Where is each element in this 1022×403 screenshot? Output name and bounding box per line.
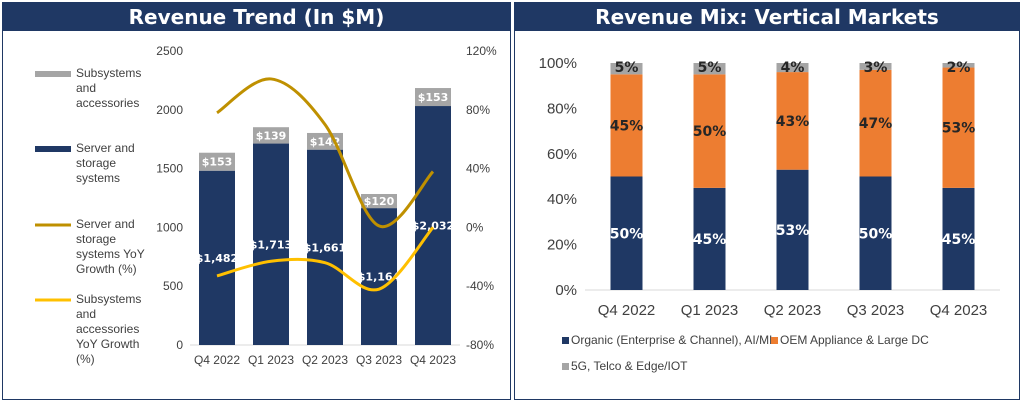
oem-pct-label: 47% <box>859 116 893 132</box>
mix-x-axis-tick-label: Q1 2023 <box>681 302 739 319</box>
legend-subsystems-yoy-label: Subsystems and accessories YoY Growth (%) <box>76 292 141 366</box>
subsystems-bar <box>253 127 289 144</box>
mix-y-axis-tick-label: 60% <box>547 146 577 163</box>
oem-segment <box>693 74 726 188</box>
subsystems-bar <box>415 88 451 107</box>
oem-segment <box>942 67 975 188</box>
organic-pct-label: 50% <box>610 226 644 242</box>
mix-y-axis-tick-label: 0% <box>555 282 577 299</box>
subsystems-value-label: $139 <box>256 129 287 142</box>
organic-pct-label: 50% <box>859 226 893 242</box>
revenue-mix-panel: Revenue Mix: Vertical Markets <box>514 2 1020 400</box>
y-axis-tick-label: 2000 <box>156 103 183 117</box>
y-axis-tick-label: 2500 <box>156 44 183 58</box>
subsystems-yoy-line <box>216 226 435 292</box>
y-axis-tick-label: 0 <box>176 338 183 352</box>
server-storage-bar <box>199 170 235 345</box>
y-axis-tick-label: 500 <box>163 279 183 293</box>
server-storage-bar <box>307 149 343 345</box>
organic-segment <box>776 169 809 290</box>
mix-x-axis-tick-label: Q2 2023 <box>764 302 822 319</box>
organic-pct-label: 53% <box>776 223 810 239</box>
y2-axis-tick-label: 120% <box>466 44 497 58</box>
server-storage-yoy-line <box>216 77 435 229</box>
telco-segment <box>610 63 643 75</box>
oem-pct-label: 53% <box>942 121 976 137</box>
subsystems-value-label: $153 <box>202 156 233 169</box>
y2-axis-tick-label: -40% <box>466 279 494 293</box>
legend-oem-label: OEM Appliance & Large DC <box>780 333 929 347</box>
oem-pct-label: 43% <box>776 114 810 130</box>
y-axis-tick-label: 1500 <box>156 162 183 176</box>
subsystems-value-label: $120 <box>364 195 395 208</box>
y2-axis-tick-label: 0% <box>466 220 484 234</box>
telco-pct-label: 5% <box>615 60 639 76</box>
organic-segment <box>942 187 975 290</box>
x-axis-tick-label: Q4 2022 <box>194 353 240 367</box>
oem-pct-label: 45% <box>610 118 644 134</box>
mix-x-axis-tick-label: Q4 2023 <box>930 302 988 319</box>
telco-pct-label: 5% <box>698 60 722 76</box>
mix-y-axis-tick-label: 80% <box>547 100 577 117</box>
y2-axis-tick-label: -80% <box>466 338 494 352</box>
legend-server-yoy-label: Server and storage systems YoY Growth (%) <box>76 217 145 276</box>
revenue-mix-title: Revenue Mix: Vertical Markets <box>515 3 1019 31</box>
mix-x-axis-tick-label: Q4 2022 <box>598 302 656 319</box>
mix-y-axis-tick-label: 100% <box>539 55 577 72</box>
legend-telco-label: 5G, Telco & Edge/IOT <box>571 359 688 373</box>
revenue-trend-title: Revenue Trend (In $M) <box>3 3 510 31</box>
telco-segment <box>693 63 726 75</box>
telco-pct-label: 2% <box>947 60 971 76</box>
server-storage-bar <box>415 106 451 345</box>
telco-segment <box>942 63 975 68</box>
mix-x-axis-tick-label: Q3 2023 <box>847 302 905 319</box>
oem-pct-label: 50% <box>693 124 727 140</box>
x-axis-tick-label: Q1 2023 <box>248 353 294 367</box>
organic-segment <box>859 176 892 290</box>
server-storage-value-label: $1,713 <box>250 238 292 251</box>
mix-y-axis-tick-label: 40% <box>547 191 577 208</box>
x-axis-tick-label: Q4 2023 <box>410 353 456 367</box>
legend-server-storage-label: Server and storage systems <box>76 141 135 185</box>
legend-organic-label: Organic (Enterprise & Channel), AI/ML <box>571 333 776 347</box>
y2-axis-tick-label: 40% <box>466 162 490 176</box>
x-axis-tick-label: Q2 2023 <box>302 353 348 367</box>
legend-organic-swatch <box>562 337 569 344</box>
server-storage-value-label: $1,661 <box>304 241 346 254</box>
oem-segment <box>776 72 809 170</box>
telco-segment <box>776 63 809 73</box>
oem-segment <box>610 74 643 177</box>
server-storage-bar <box>361 208 397 345</box>
x-axis-tick-label: Q3 2023 <box>356 353 402 367</box>
legend-subsystems-label: Subsystems and accessories <box>76 66 141 110</box>
y-axis-tick-label: 1000 <box>156 220 183 234</box>
organic-segment <box>610 176 643 290</box>
subsystems-bar <box>361 194 397 209</box>
telco-pct-label: 3% <box>864 60 888 76</box>
legend-oem-swatch <box>771 337 778 344</box>
server-storage-value-label: $2,032 <box>412 220 454 233</box>
legend-subsystems-swatch <box>35 71 71 77</box>
legend-server-storage-swatch <box>35 146 71 152</box>
legend-telco-swatch <box>562 363 569 370</box>
organic-pct-label: 45% <box>693 232 727 248</box>
server-storage-bar <box>253 143 289 345</box>
subsystems-bar <box>199 152 235 171</box>
subsystems-value-label: $153 <box>418 91 449 104</box>
server-storage-value-label: $1,482 <box>196 252 238 265</box>
organic-pct-label: 45% <box>942 232 976 248</box>
mix-y-axis-tick-label: 20% <box>547 237 577 254</box>
y2-axis-tick-label: 80% <box>466 103 490 117</box>
oem-segment <box>859 69 892 177</box>
telco-pct-label: 4% <box>781 60 805 76</box>
organic-segment <box>693 187 726 290</box>
telco-segment <box>859 63 892 70</box>
